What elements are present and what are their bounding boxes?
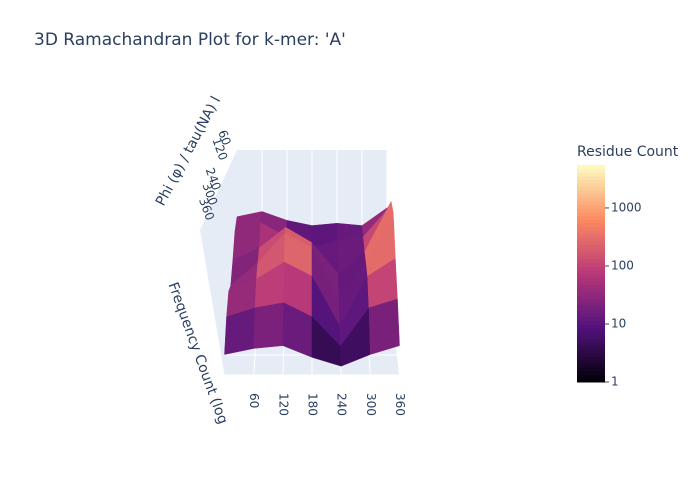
colorbar-step	[577, 363, 605, 369]
colorbar-step	[577, 230, 605, 235]
colorbar-step	[577, 201, 605, 206]
colorbar-step	[577, 306, 605, 311]
colorbar-step	[577, 280, 605, 285]
colorbar-step	[577, 371, 605, 376]
chart-title: 3D Ramachandran Plot for k-mer: 'A'	[34, 30, 346, 50]
colorbar-step	[577, 259, 605, 264]
colorbar-step	[577, 327, 605, 332]
colorbar-step	[577, 212, 605, 217]
x-tick-label: 180	[306, 393, 320, 416]
colorbar-tick-label: 1	[611, 375, 619, 389]
colorbar-step	[577, 287, 605, 293]
colorbar-step	[577, 255, 605, 260]
colorbar-tick-label: 1000	[611, 200, 642, 214]
colorbar-step	[577, 215, 605, 220]
colorbar-step	[577, 374, 605, 379]
colorbar-step	[577, 168, 605, 173]
colorbar-step	[577, 240, 605, 246]
x-tick-label: 120	[276, 393, 290, 416]
colorbar-tick-label: 100	[611, 258, 634, 272]
colorbar-step	[577, 331, 605, 336]
colorbar-step	[577, 367, 605, 372]
colorbar-step	[577, 334, 605, 340]
colorbar-step	[577, 262, 605, 267]
colorbar-step	[577, 356, 605, 361]
colorbar-step	[577, 349, 605, 354]
colorbar-step	[577, 324, 605, 329]
colorbar-step	[577, 320, 605, 325]
colorbar-step	[577, 284, 605, 289]
colorbar-step	[577, 172, 605, 177]
x-tick-label: 300	[364, 393, 378, 416]
colorbar-step	[577, 244, 605, 249]
colorbar-step	[577, 360, 605, 365]
y-tick-label: 60	[215, 128, 233, 147]
colorbar-step	[577, 266, 605, 271]
colorbar-title: Residue Count	[577, 144, 679, 160]
surface-cell	[368, 298, 400, 355]
colorbar-step	[577, 190, 605, 195]
colorbar-step	[577, 345, 605, 350]
colorbar-step	[577, 193, 605, 199]
colorbar-step	[577, 273, 605, 278]
colorbar-step	[577, 222, 605, 227]
colorbar-step	[577, 204, 605, 209]
colorbar-step	[577, 233, 605, 238]
colorbar-step	[577, 316, 605, 322]
colorbar-step	[577, 175, 605, 180]
colorbar-step	[577, 219, 605, 224]
colorbar-tick-label: 10	[611, 316, 626, 330]
colorbar-step	[577, 338, 605, 343]
colorbar-step	[577, 269, 605, 274]
colorbar-step	[577, 353, 605, 358]
colorbar-step	[577, 302, 605, 307]
colorbar-step	[577, 298, 605, 303]
colorbar-step	[577, 378, 605, 383]
x-tick-label: 240	[335, 393, 349, 416]
colorbar-step	[577, 237, 605, 242]
colorbar-step	[577, 208, 605, 213]
colorbar-step	[577, 291, 605, 296]
colorbar-step	[577, 248, 605, 253]
colorbar-step	[577, 313, 605, 318]
colorbar-step	[577, 179, 605, 184]
colorbar-step	[577, 295, 605, 300]
x-tick-label: 360	[393, 393, 407, 416]
colorbar-step	[577, 183, 605, 188]
surface-cell	[253, 302, 284, 349]
colorbar-step	[577, 277, 605, 282]
colorbar-step	[577, 251, 605, 256]
colorbar-step	[577, 197, 605, 202]
colorbar-step	[577, 342, 605, 347]
colorbar-step	[577, 309, 605, 314]
colorbar-step	[577, 165, 605, 170]
colorbar-step	[577, 186, 605, 191]
x-tick-label: 60	[247, 393, 261, 408]
colorbar-step	[577, 226, 605, 231]
